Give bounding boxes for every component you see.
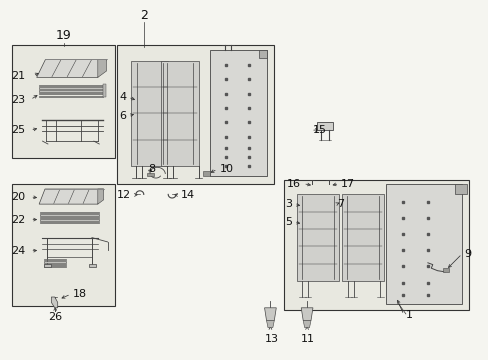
Polygon shape [303, 320, 310, 328]
Polygon shape [316, 122, 332, 130]
Text: 21: 21 [11, 71, 25, 81]
Bar [44, 266, 66, 267]
Polygon shape [131, 61, 168, 166]
Text: 17: 17 [341, 179, 355, 189]
Text: 7: 7 [337, 199, 344, 210]
Bar [40, 219, 99, 221]
Polygon shape [442, 268, 448, 272]
Text: 12: 12 [117, 190, 131, 200]
Polygon shape [386, 184, 461, 304]
Bar [12, 45, 115, 158]
Polygon shape [266, 320, 274, 328]
Bar [44, 261, 66, 263]
Polygon shape [161, 61, 198, 166]
Text: 23: 23 [11, 95, 25, 105]
Polygon shape [51, 297, 58, 308]
Bar [117, 45, 273, 184]
Bar [40, 222, 99, 223]
Polygon shape [44, 264, 51, 267]
Text: 26: 26 [48, 312, 62, 322]
Bar [40, 214, 99, 216]
Text: 2: 2 [140, 9, 148, 22]
Polygon shape [39, 189, 103, 204]
Polygon shape [146, 173, 154, 176]
Text: 14: 14 [181, 190, 195, 200]
Bar [40, 212, 99, 213]
Polygon shape [210, 50, 266, 176]
Polygon shape [98, 189, 103, 204]
Polygon shape [297, 194, 338, 281]
Polygon shape [259, 50, 266, 58]
Bar [283, 180, 468, 310]
Bar [39, 93, 102, 94]
Bar [44, 259, 66, 260]
Text: 16: 16 [286, 179, 301, 189]
Polygon shape [454, 184, 466, 194]
Text: 25: 25 [11, 125, 25, 135]
Text: 10: 10 [220, 164, 234, 174]
Polygon shape [37, 59, 106, 77]
Text: 9: 9 [464, 249, 471, 259]
Bar [39, 95, 102, 97]
Polygon shape [301, 308, 312, 320]
Bar [39, 85, 102, 86]
Text: 1: 1 [405, 310, 412, 320]
Text: 19: 19 [56, 30, 71, 42]
Bar [44, 264, 66, 265]
Bar [40, 217, 99, 218]
Polygon shape [89, 264, 96, 267]
Text: 24: 24 [11, 246, 25, 256]
Text: 20: 20 [11, 192, 25, 202]
Bar [39, 90, 102, 92]
Bar [39, 87, 102, 89]
Text: 13: 13 [264, 334, 278, 344]
Text: 6: 6 [119, 111, 126, 121]
Text: 22: 22 [11, 215, 25, 225]
Polygon shape [264, 308, 276, 320]
Text: 8: 8 [148, 164, 155, 174]
Text: 3: 3 [285, 199, 291, 210]
Text: 11: 11 [301, 334, 314, 344]
Text: 4: 4 [119, 92, 126, 102]
Text: 15: 15 [312, 125, 326, 135]
Polygon shape [98, 59, 106, 77]
Polygon shape [102, 84, 105, 97]
Bar [12, 184, 115, 306]
Polygon shape [342, 194, 383, 281]
Text: 5: 5 [285, 217, 291, 227]
Text: 18: 18 [72, 289, 86, 299]
Polygon shape [203, 171, 210, 176]
